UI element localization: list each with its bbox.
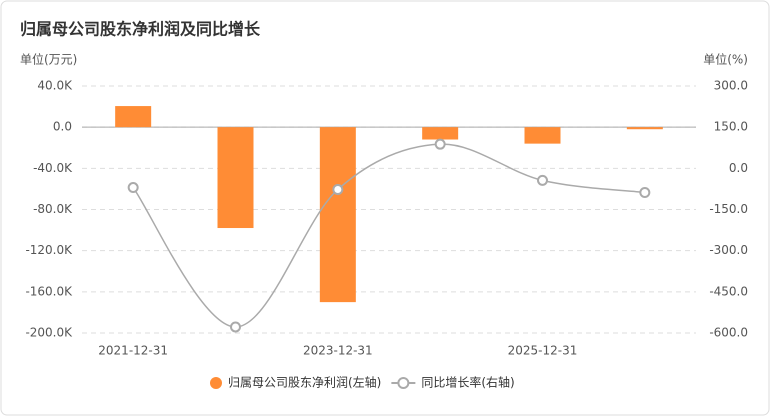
legend-label: 归属母公司股东净利润(左轴) (228, 375, 381, 390)
legend-label: 同比增长率(右轴) (421, 375, 514, 390)
legend-marker (210, 377, 222, 389)
y2-axis-label: 单位(%) (703, 52, 748, 67)
chart-title: 归属母公司股东净利润及同比增长 (20, 20, 261, 39)
line-point (127, 182, 139, 194)
y2-tick-label: -600.0 (709, 326, 748, 340)
y-tick-label: -200.0K (25, 326, 73, 340)
bar (319, 127, 356, 303)
y-tick-label: -80.0K (33, 202, 73, 216)
legend-marker (397, 377, 410, 389)
y-tick-label: -160.0K (25, 284, 73, 298)
bar (422, 127, 459, 140)
y-tick-label: 40.0K (37, 79, 73, 93)
bar (524, 127, 561, 144)
x-tick-label: 2021-12-31 (98, 344, 168, 358)
y2-tick-label: -300.0 (709, 243, 748, 257)
y-tick-label: 0.0 (53, 120, 72, 134)
bar (115, 106, 152, 128)
y2-tick-label: -150.0 (709, 202, 748, 216)
line-point (332, 183, 344, 195)
y-tick-label: -120.0K (25, 243, 73, 257)
x-tick-label: 2023-12-31 (303, 344, 373, 358)
y2-tick-label: 0.0 (729, 161, 748, 175)
y2-tick-label: 300.0 (714, 79, 748, 93)
x-tick-label: 2025-12-31 (508, 344, 578, 358)
bar (626, 127, 663, 130)
y2-tick-label: 150.0 (714, 120, 748, 134)
line-point (537, 174, 548, 186)
y2-tick-label: -450.0 (709, 284, 748, 298)
bar (217, 127, 254, 229)
line-point (434, 138, 446, 150)
line-point (230, 321, 241, 333)
line-point (639, 186, 651, 198)
y-axis-label: 单位(万元) (20, 52, 77, 67)
y-tick-label: -40.0K (33, 161, 73, 175)
